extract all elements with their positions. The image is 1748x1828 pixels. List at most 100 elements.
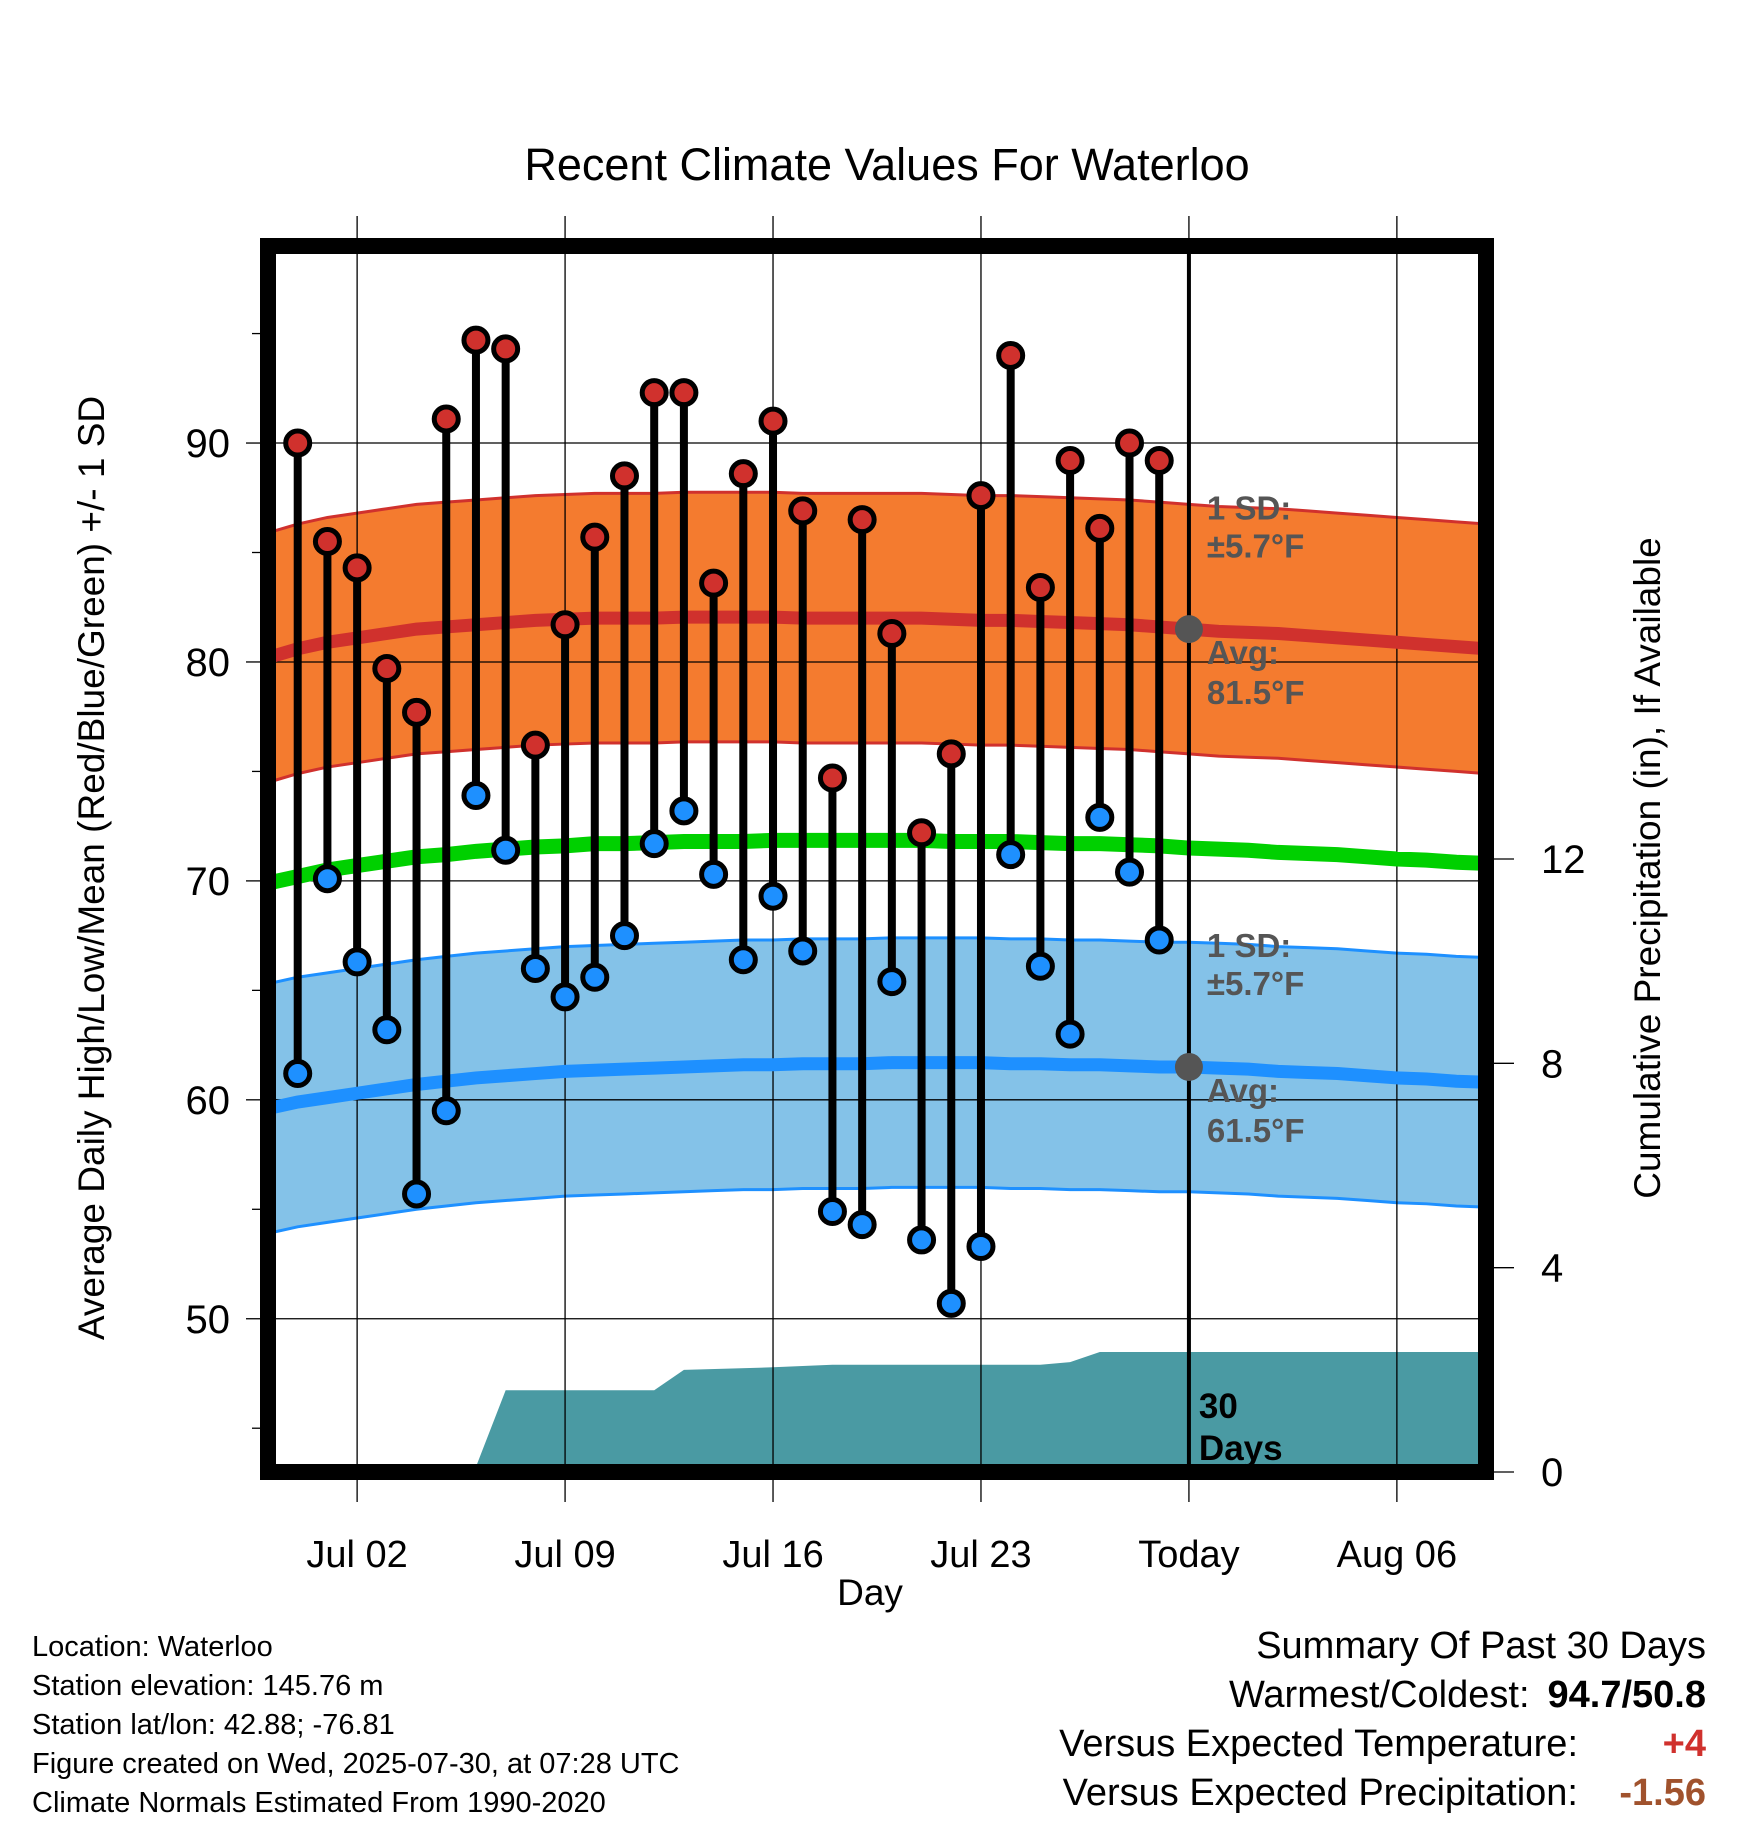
- daily-high-point: [847, 505, 877, 535]
- chart-title: Recent Climate Values For Waterloo: [524, 139, 1249, 190]
- daily-low-point: [817, 1196, 847, 1226]
- daily-low-point: [372, 1015, 402, 1045]
- daily-low-point: [669, 796, 699, 826]
- daily-low-point: [936, 1288, 966, 1318]
- normals-text: Climate Normals Estimated From 1990-2020: [32, 1787, 606, 1819]
- elevation-text: Station elevation: 145.76 m: [32, 1670, 384, 1702]
- daily-high-point: [699, 568, 729, 598]
- low-sd-lower-edge: [268, 1185, 1486, 1235]
- sd-low-value: ±5.7°F: [1207, 965, 1304, 1002]
- daily-low-point: [1085, 802, 1115, 832]
- y2-axis-label: Cumulative Precipitation (in), If Availa…: [1627, 537, 1668, 1199]
- sd-high-title: 1 SD:: [1207, 489, 1291, 526]
- avg-low-line: [268, 1056, 1486, 1115]
- daily-low-point: [312, 864, 342, 894]
- precipitation-area: [268, 1351, 1486, 1472]
- daily-high-point: [580, 522, 610, 552]
- daily-high-point: [1115, 428, 1145, 458]
- daily-low-point: [520, 953, 550, 983]
- climate-chart: Recent Climate Values For Waterloo 1 SD:…: [71, 139, 1668, 1613]
- y2-tick-label: 0: [1541, 1451, 1563, 1495]
- avg-low-value: 61.5°F: [1207, 1112, 1305, 1149]
- window-unit-label: Days: [1199, 1429, 1283, 1468]
- daily-low-point: [639, 829, 669, 859]
- x-tick-label: Jul 16: [722, 1534, 823, 1576]
- daily-high-point: [402, 697, 432, 727]
- daily-high-point: [609, 461, 639, 491]
- window-count-label: 30: [1199, 1387, 1238, 1426]
- low-sd-band: [268, 937, 1486, 1234]
- y-tick-label: 70: [186, 860, 231, 904]
- summary-panel: Summary Of Past 30 Days Warmest/Coldest:…: [1059, 1622, 1706, 1818]
- daily-low-point: [877, 967, 907, 997]
- x-tick-label: Jul 23: [930, 1534, 1031, 1576]
- daily-high-point: [966, 481, 996, 511]
- y-tick-label: 90: [186, 422, 231, 466]
- x-tick-label: Today: [1138, 1534, 1239, 1576]
- daily-low-point: [728, 945, 758, 975]
- temperature-anomaly-value: +4: [1662, 1723, 1706, 1765]
- temperature-anomaly-row: Versus Expected Temperature: +4: [1059, 1720, 1706, 1769]
- precipitation-anomaly-row: Versus Expected Precipitation: -1.56: [1059, 1769, 1706, 1818]
- daily-high-point: [817, 763, 847, 793]
- station-info: Location: Waterloo Station elevation: 14…: [32, 1628, 680, 1823]
- avg-high-line: [268, 610, 1486, 664]
- today-avg-low-marker: [1174, 1052, 1203, 1081]
- daily-high-point: [1144, 446, 1174, 476]
- daily-high-point: [1055, 446, 1085, 476]
- daily-low-point: [1025, 951, 1055, 981]
- daily-high-point: [491, 334, 521, 364]
- y-axis-label: Average Daily High/Low/Mean (Red/Blue/Gr…: [71, 396, 112, 1340]
- daily-high-point: [1085, 513, 1115, 543]
- daily-low-point: [699, 859, 729, 889]
- warmest-coldest-row: Warmest/Coldest: 94.7/50.8: [1059, 1671, 1706, 1720]
- daily-high-point: [728, 459, 758, 489]
- daily-low-point: [580, 962, 610, 992]
- daily-low-point: [847, 1210, 877, 1240]
- location-text: Location: Waterloo: [32, 1631, 273, 1663]
- daily-high-point: [520, 730, 550, 760]
- x-tick-label: Jul 02: [306, 1534, 407, 1576]
- daily-low-point: [966, 1232, 996, 1262]
- daily-high-point: [669, 378, 699, 408]
- avg-high-value: 81.5°F: [1207, 674, 1305, 711]
- daily-low-point: [402, 1179, 432, 1209]
- daily-high-point: [312, 527, 342, 557]
- daily-low-point: [491, 835, 521, 865]
- y2-tick-label: 12: [1541, 838, 1586, 882]
- daily-low-point: [342, 947, 372, 977]
- daily-low-point: [1055, 1019, 1085, 1049]
- warmest-coldest-value: 94.7/50.8: [1547, 1674, 1706, 1716]
- daily-low-point: [283, 1059, 313, 1089]
- latlon-text: Station lat/lon: 42.88; -76.81: [32, 1709, 395, 1741]
- precipitation-anomaly-label: Versus Expected Precipitation:: [1062, 1772, 1578, 1814]
- x-tick-label: Aug 06: [1337, 1534, 1457, 1576]
- daily-high-point: [788, 496, 818, 526]
- precipitation-anomaly-value: -1.56: [1619, 1772, 1706, 1814]
- summary-title: Summary Of Past 30 Days: [1256, 1625, 1706, 1667]
- x-tick-label: Jul 09: [514, 1534, 615, 1576]
- daily-high-point: [877, 619, 907, 649]
- daily-high-point: [996, 340, 1026, 370]
- avg-high-title: Avg:: [1207, 634, 1279, 671]
- daily-high-point: [1025, 573, 1055, 603]
- daily-high-point: [907, 818, 937, 848]
- high-sd-lower-edge: [268, 740, 1486, 784]
- plot-frame: [260, 238, 1494, 1480]
- daily-low-point: [609, 921, 639, 951]
- created-text: Figure created on Wed, 2025-07-30, at 07…: [32, 1748, 680, 1780]
- daily-high-point: [758, 406, 788, 436]
- daily-high-point: [431, 404, 461, 434]
- daily-high-point: [283, 428, 313, 458]
- daily-low-point: [758, 881, 788, 911]
- daily-high-point: [461, 325, 491, 355]
- y-tick-label: 80: [186, 641, 231, 685]
- sd-high-value: ±5.7°F: [1207, 527, 1304, 564]
- daily-high-point: [550, 610, 580, 640]
- sd-low-title: 1 SD:: [1207, 927, 1291, 964]
- y2-tick-label: 4: [1541, 1247, 1563, 1291]
- avg-low-title: Avg:: [1207, 1072, 1279, 1109]
- daily-low-point: [1144, 925, 1174, 955]
